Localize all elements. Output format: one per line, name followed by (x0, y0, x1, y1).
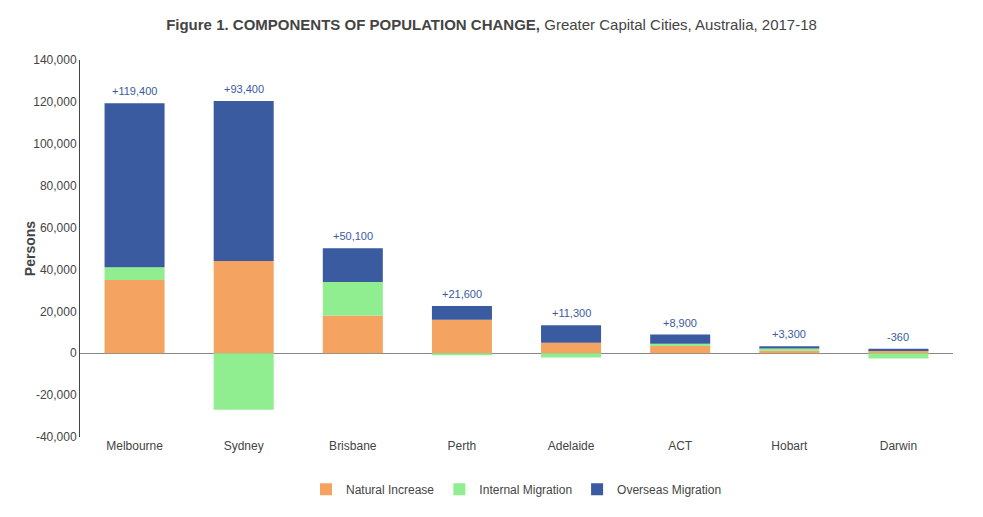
svg-text:-20,000: -20,000 (36, 388, 77, 402)
svg-text:40,000: 40,000 (40, 263, 77, 277)
svg-text:+11,300: +11,300 (552, 307, 591, 319)
svg-text:+119,400: +119,400 (112, 85, 157, 97)
svg-text:Internal Migration: Internal Migration (479, 483, 572, 497)
svg-text:140,000: 140,000 (33, 53, 77, 67)
svg-text:Figure 1. COMPONENTS OF POPULA: Figure 1. COMPONENTS OF POPULATION CHANG… (166, 16, 817, 33)
svg-text:+21,600: +21,600 (442, 288, 482, 300)
svg-text:Sydney: Sydney (224, 439, 264, 453)
svg-text:0: 0 (70, 346, 77, 360)
svg-text:120,000: 120,000 (33, 95, 77, 109)
svg-text:+93,400: +93,400 (224, 83, 264, 95)
svg-text:Overseas Migration: Overseas Migration (617, 483, 721, 497)
svg-text:+50,100: +50,100 (333, 230, 373, 242)
svg-text:Natural Increase: Natural Increase (346, 483, 434, 497)
svg-text:100,000: 100,000 (33, 137, 77, 151)
svg-text:-40,000: -40,000 (36, 430, 77, 444)
svg-text:80,000: 80,000 (40, 179, 77, 193)
svg-text:-360: -360 (887, 331, 909, 343)
svg-text:Brisbane: Brisbane (329, 439, 377, 453)
svg-text:Hobart: Hobart (771, 439, 808, 453)
svg-text:20,000: 20,000 (40, 305, 77, 319)
svg-text:Melbourne: Melbourne (106, 439, 163, 453)
svg-text:Darwin: Darwin (880, 439, 917, 453)
svg-text:Perth: Perth (448, 439, 477, 453)
svg-text:Persons: Persons (22, 221, 38, 276)
svg-text:60,000: 60,000 (40, 221, 77, 235)
svg-text:ACT: ACT (668, 439, 693, 453)
svg-text:+8,900: +8,900 (663, 317, 697, 329)
svg-text:Adelaide: Adelaide (548, 439, 595, 453)
svg-text:+3,300: +3,300 (772, 328, 806, 340)
